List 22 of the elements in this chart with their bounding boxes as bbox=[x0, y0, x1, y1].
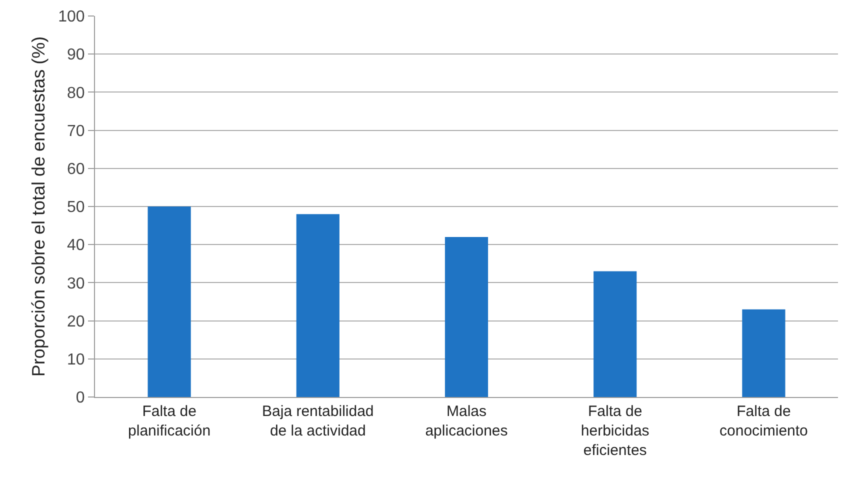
x-tick-label: Falta de conocimiento bbox=[720, 403, 808, 440]
x-tick-label: Falta de planificación bbox=[128, 403, 211, 440]
y-axis-title: Proporción sobre el total de encuestas (%) bbox=[28, 36, 48, 377]
bar bbox=[148, 206, 191, 397]
bar bbox=[444, 236, 488, 397]
y-tick-label: 30 bbox=[67, 275, 85, 292]
y-tick-label: 90 bbox=[67, 46, 85, 64]
y-tick-label: 40 bbox=[67, 237, 85, 254]
y-tick-label: 0 bbox=[76, 390, 85, 407]
y-tick-label: 100 bbox=[58, 8, 85, 26]
y-tick-label: 10 bbox=[67, 352, 85, 368]
y-tick-label: 60 bbox=[67, 161, 85, 178]
bar bbox=[742, 309, 786, 397]
y-tick-label: 50 bbox=[67, 199, 85, 216]
y-tick-label: 70 bbox=[67, 122, 85, 140]
y-tick-label: 20 bbox=[67, 313, 85, 330]
bar bbox=[594, 271, 637, 397]
bar bbox=[296, 214, 340, 397]
y-tick-label: 80 bbox=[67, 84, 85, 102]
x-tick-label: Falta de herbicidas eficientes bbox=[580, 403, 650, 459]
x-tick-label: Malas aplicaciones bbox=[425, 403, 508, 440]
x-tick-label: Baja rentabilidad de la actividad bbox=[262, 403, 374, 440]
